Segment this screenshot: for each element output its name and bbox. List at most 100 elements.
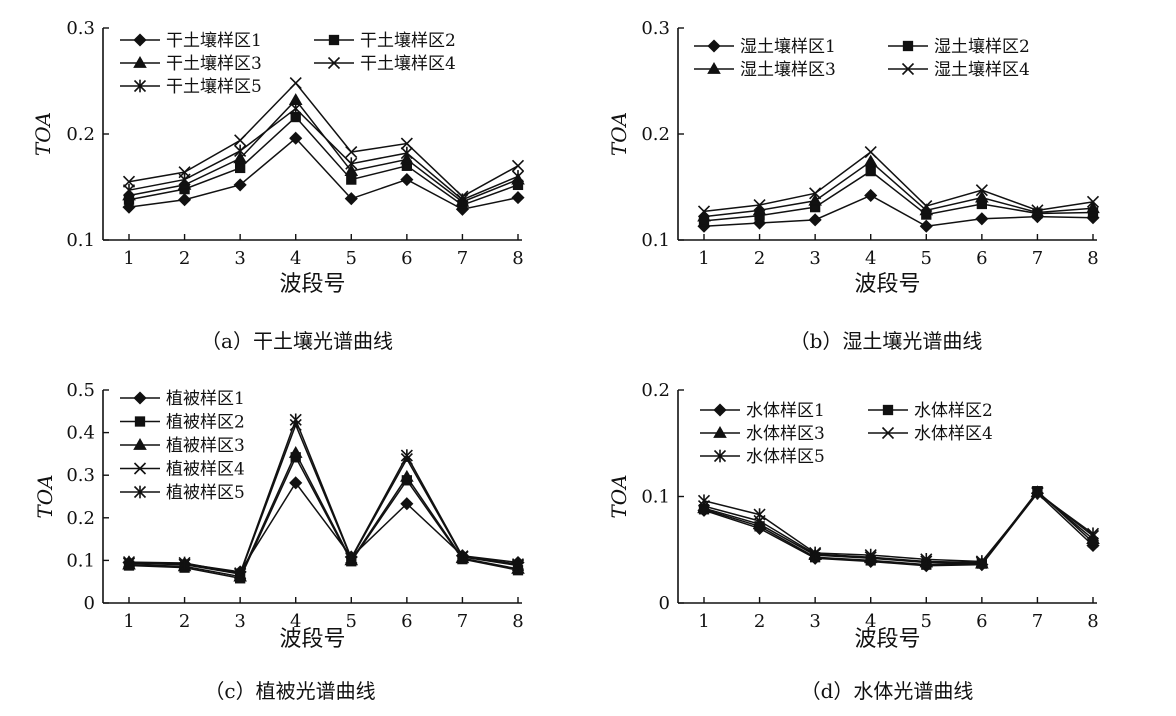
data-point [864,548,877,562]
series-5 [122,102,525,207]
legend-marker [327,56,341,70]
series-line [703,492,1094,563]
legend-item: 干土壤样区1 [120,30,262,51]
x-tick-label: 8 [512,248,523,269]
data-point [863,154,878,167]
data-point [975,555,988,568]
data-point [864,145,877,159]
data-point [511,191,525,205]
data-point [122,175,136,188]
legend-label: 水体样区1 [746,401,825,421]
legend-label: 干土壤样区5 [166,76,262,97]
data-point [345,157,358,171]
x-tick-label: 2 [179,248,190,269]
series-line [128,137,519,211]
y-axis-title: TOA [33,474,57,518]
y-tick-label: 0.3 [66,465,95,486]
x-tick-label: 5 [921,611,932,632]
data-point [697,205,711,218]
legend-label: 植被样区2 [166,413,245,433]
x-tick-label: 1 [698,248,709,269]
data-point [753,508,766,521]
legend-item: 干土壤样区4 [314,53,456,74]
legend-label: 湿土壤样区2 [934,36,1030,57]
data-point [697,209,711,222]
legend-marker [133,33,147,47]
legend-item: 水体样区1 [700,401,825,421]
x-tick-label: 1 [123,611,134,632]
x-axis-title: 波段号 [854,627,920,652]
legend-item: 湿土壤样区4 [888,59,1030,80]
data-point [178,556,191,570]
legend: 水体样区1 水体样区2 水体样区3 水体样区4 水体样区5 [700,401,993,467]
legend-label: 植被样区4 [166,460,245,480]
data-point [122,183,136,197]
data-point [1031,486,1044,500]
legend-marker [133,485,147,499]
data-point [1086,195,1100,208]
series-5 [122,413,525,580]
legend-marker [328,34,340,46]
data-point [400,497,414,511]
data-point [1086,201,1100,214]
legend-label: 植被样区1 [166,389,245,409]
data-point [975,184,988,197]
legend-label: 干土壤样区1 [166,30,262,51]
series-line [703,160,1094,218]
legend-label: 湿土壤样区3 [740,59,836,80]
legend-item: 湿土壤样区3 [694,59,836,80]
legend-item: 植被样区5 [120,483,245,503]
x-tick-label: 8 [1087,248,1098,269]
legend-label: 干土壤样区4 [360,53,456,74]
legend-marker [134,416,146,427]
legend-marker [902,40,914,52]
x-tick-label: 7 [457,611,468,632]
legend-item: 干土壤样区3 [120,53,262,74]
series-line [703,151,1094,213]
y-tick-label: 0.1 [641,230,670,251]
y-tick-label: 0.5 [66,380,95,401]
x-tick-label: 6 [976,248,987,269]
series-line [703,170,1094,222]
legend-marker [133,79,147,93]
series-line [703,194,1094,227]
x-tick-label: 7 [1032,248,1043,269]
x-tick-label: 5 [346,611,357,632]
data-point [752,203,767,216]
data-point [808,213,822,227]
series-4 [697,145,1100,218]
legend-item: 植被样区3 [120,436,245,456]
legend-marker [713,449,727,463]
legend-label: 水体样区4 [914,424,993,444]
x-tick-label: 8 [1087,611,1098,632]
data-point [178,193,192,207]
legend-marker [707,61,721,74]
x-tick-label: 5 [346,248,357,269]
data-point [345,145,358,159]
legend-label: 植被样区3 [166,436,245,456]
data-point [400,137,413,150]
legend-label: 植被样区5 [166,483,245,503]
x-tick-label: 6 [401,611,412,632]
data-point [345,551,358,565]
data-point [344,192,358,206]
legend-marker [707,39,721,53]
data-point [697,494,711,508]
data-point [233,178,247,192]
data-point [400,469,414,482]
data-point [400,449,413,462]
legend-label: 干土壤样区2 [360,30,456,51]
x-tick-label: 3 [234,248,245,269]
y-axis-title: TOA [607,474,631,518]
series-5 [697,486,1100,568]
data-point [122,555,136,569]
x-tick-label: 4 [290,611,301,632]
data-point [808,193,822,206]
y-tick-label: 0.1 [641,487,670,508]
legend-item: 干土壤样区5 [120,76,262,97]
series-line [128,115,519,206]
x-tick-label: 1 [123,248,134,269]
